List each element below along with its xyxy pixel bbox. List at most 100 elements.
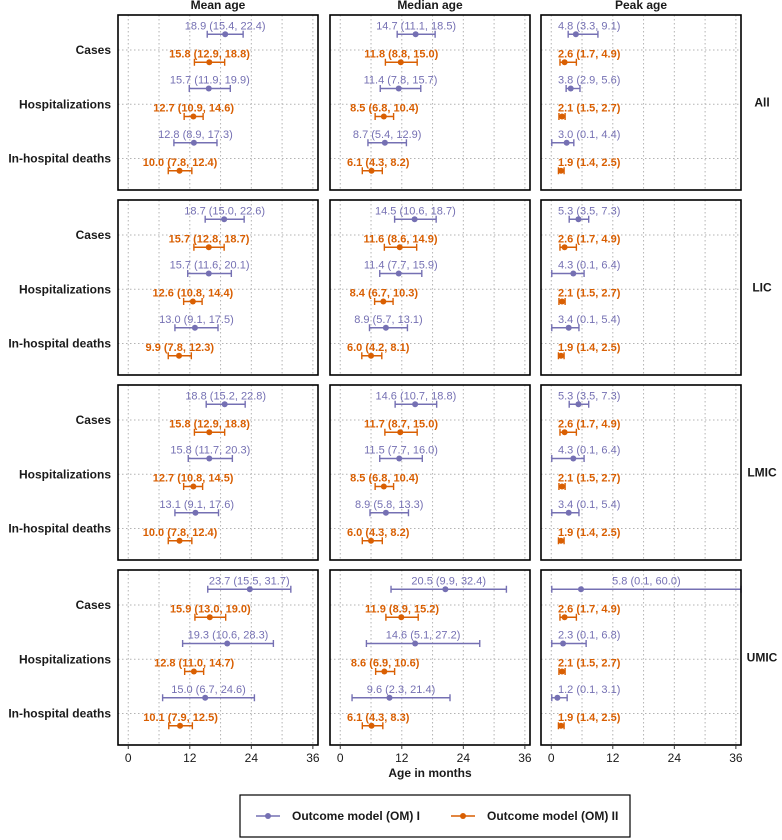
x-tick-label: 12 bbox=[606, 751, 620, 765]
point-estimate bbox=[412, 31, 419, 38]
panel-border bbox=[117, 199, 319, 376]
ci-label: 2.1 (1.5, 2.7) bbox=[558, 473, 621, 485]
point-estimate bbox=[412, 640, 419, 647]
ci-label: 11.6 (8.6, 14.9) bbox=[364, 233, 438, 245]
ci-label: 11.4 (7.7, 15.9) bbox=[364, 260, 438, 272]
ci-label: 3.4 (0.1, 5.4) bbox=[558, 314, 620, 326]
ci-label: 2.3 (0.1, 6.8) bbox=[558, 630, 620, 642]
ci-label: 15.7 (12.8, 18.7) bbox=[169, 233, 250, 245]
point-estimate bbox=[380, 483, 387, 490]
ci-label: 14.5 (10.6, 18.7) bbox=[375, 205, 456, 217]
ci-label: 4.3 (0.1, 6.4) bbox=[558, 445, 620, 457]
ci-label: 12.8 (8.9, 17.3) bbox=[158, 129, 233, 141]
point-estimate bbox=[189, 298, 196, 305]
row-facet-label: LMIC bbox=[747, 466, 777, 480]
ci-label: 15.7 (11.6, 20.1) bbox=[170, 260, 250, 272]
x-tick-label: 36 bbox=[306, 751, 320, 765]
x-tick-label: 12 bbox=[183, 751, 197, 765]
outcome-label: Hospitalizations bbox=[19, 97, 111, 111]
point-estimate bbox=[561, 614, 568, 621]
ci-label: 2.6 (1.7, 4.9) bbox=[558, 603, 621, 615]
ci-label: 2.6 (1.7, 4.9) bbox=[558, 418, 621, 430]
ci-label: 5.3 (3.5, 7.3) bbox=[558, 205, 620, 217]
ci-label: 19.3 (10.6, 28.3) bbox=[188, 630, 269, 642]
ci-label: 10.0 (7.8, 12.4) bbox=[143, 157, 218, 169]
panel-border bbox=[329, 199, 531, 376]
ci-label: 8.7 (5.4, 12.9) bbox=[353, 129, 422, 141]
ci-label: 11.5 (7.7, 16.0) bbox=[364, 445, 438, 457]
point-estimate bbox=[396, 455, 403, 462]
point-estimate bbox=[176, 167, 183, 174]
outcome-label: In-hospital deaths bbox=[8, 707, 111, 721]
ci-label: 11.4 (7.8, 15.7) bbox=[364, 75, 438, 87]
point-estimate bbox=[559, 298, 566, 305]
point-estimate bbox=[222, 31, 229, 38]
point-estimate bbox=[567, 85, 574, 92]
point-estimate bbox=[578, 586, 584, 593]
point-estimate bbox=[561, 59, 568, 66]
row-facet-label: LIC bbox=[752, 281, 772, 295]
ci-label: 18.9 (15.4, 22.4) bbox=[185, 20, 266, 32]
x-tick-label: 36 bbox=[729, 751, 743, 765]
panel-border bbox=[117, 384, 319, 561]
panel-border bbox=[329, 14, 531, 191]
point-estimate bbox=[246, 586, 253, 593]
ci-label: 2.6 (1.7, 4.9) bbox=[558, 233, 621, 245]
point-estimate bbox=[381, 139, 388, 146]
x-tick-label: 12 bbox=[395, 751, 409, 765]
ci-label: 4.3 (0.1, 6.4) bbox=[558, 260, 620, 272]
point-estimate bbox=[192, 509, 199, 516]
point-estimate bbox=[205, 270, 212, 277]
ci-label: 2.1 (1.5, 2.7) bbox=[558, 658, 621, 670]
ci-label: 4.8 (3.3, 9.1) bbox=[558, 20, 620, 32]
point-estimate bbox=[368, 722, 375, 729]
point-estimate bbox=[206, 455, 213, 462]
ci-label: 9.6 (2.3, 21.4) bbox=[367, 684, 436, 696]
point-estimate bbox=[190, 113, 197, 120]
ci-label: 2.1 (1.5, 2.7) bbox=[558, 103, 621, 115]
legend-marker bbox=[460, 813, 466, 819]
ci-label: 12.7 (10.9, 14.6) bbox=[153, 103, 234, 115]
column-header-2: Peak age bbox=[615, 0, 667, 12]
point-estimate bbox=[570, 270, 577, 277]
ci-label: 15.0 (6.7, 24.6) bbox=[171, 684, 246, 696]
point-estimate bbox=[176, 537, 183, 544]
outcome-label: Hospitalizations bbox=[19, 282, 111, 296]
point-estimate bbox=[368, 352, 375, 359]
ci-label: 15.7 (11.9, 19.9) bbox=[170, 75, 250, 87]
point-estimate bbox=[368, 167, 375, 174]
point-estimate bbox=[206, 59, 213, 66]
x-tick-label: 0 bbox=[337, 751, 344, 765]
ci-label: 14.6 (10.7, 18.8) bbox=[376, 390, 457, 402]
point-estimate bbox=[560, 640, 567, 647]
panel-border bbox=[329, 569, 531, 746]
point-estimate bbox=[561, 429, 568, 436]
legend-label: Outcome model (OM) II bbox=[487, 809, 618, 823]
ci-label: 10.1 (7.9, 12.5) bbox=[143, 712, 218, 724]
point-estimate bbox=[575, 401, 582, 408]
ci-label: 9.9 (7.8, 12.3) bbox=[146, 342, 215, 354]
outcome-label: Hospitalizations bbox=[19, 652, 111, 666]
point-estimate bbox=[176, 352, 183, 359]
point-estimate bbox=[558, 722, 564, 729]
legend-marker bbox=[265, 813, 271, 819]
point-estimate bbox=[205, 85, 212, 92]
outcome-label: In-hospital deaths bbox=[8, 522, 111, 536]
ci-label: 6.0 (4.2, 8.1) bbox=[347, 342, 410, 354]
point-estimate bbox=[190, 668, 197, 675]
ci-label: 12.8 (11.0, 14.7) bbox=[154, 658, 234, 670]
point-estimate bbox=[206, 429, 213, 436]
ci-label: 6.1 (4.3, 8.2) bbox=[347, 157, 410, 169]
point-estimate bbox=[395, 85, 402, 92]
point-estimate bbox=[395, 270, 402, 277]
ci-label: 5.3 (3.5, 7.3) bbox=[558, 390, 620, 402]
ci-label: 3.4 (0.1, 5.4) bbox=[558, 499, 620, 511]
point-estimate bbox=[565, 509, 572, 516]
ci-label: 18.7 (15.0, 22.6) bbox=[184, 205, 265, 217]
x-tick-label: 24 bbox=[245, 751, 259, 765]
point-estimate bbox=[386, 694, 393, 701]
ci-label: 14.7 (11.1, 18.5) bbox=[376, 20, 456, 32]
ci-label: 8.9 (5.7, 13.1) bbox=[354, 314, 423, 326]
ci-label: 8.9 (5.8, 13.3) bbox=[355, 499, 424, 511]
point-estimate bbox=[442, 586, 449, 593]
